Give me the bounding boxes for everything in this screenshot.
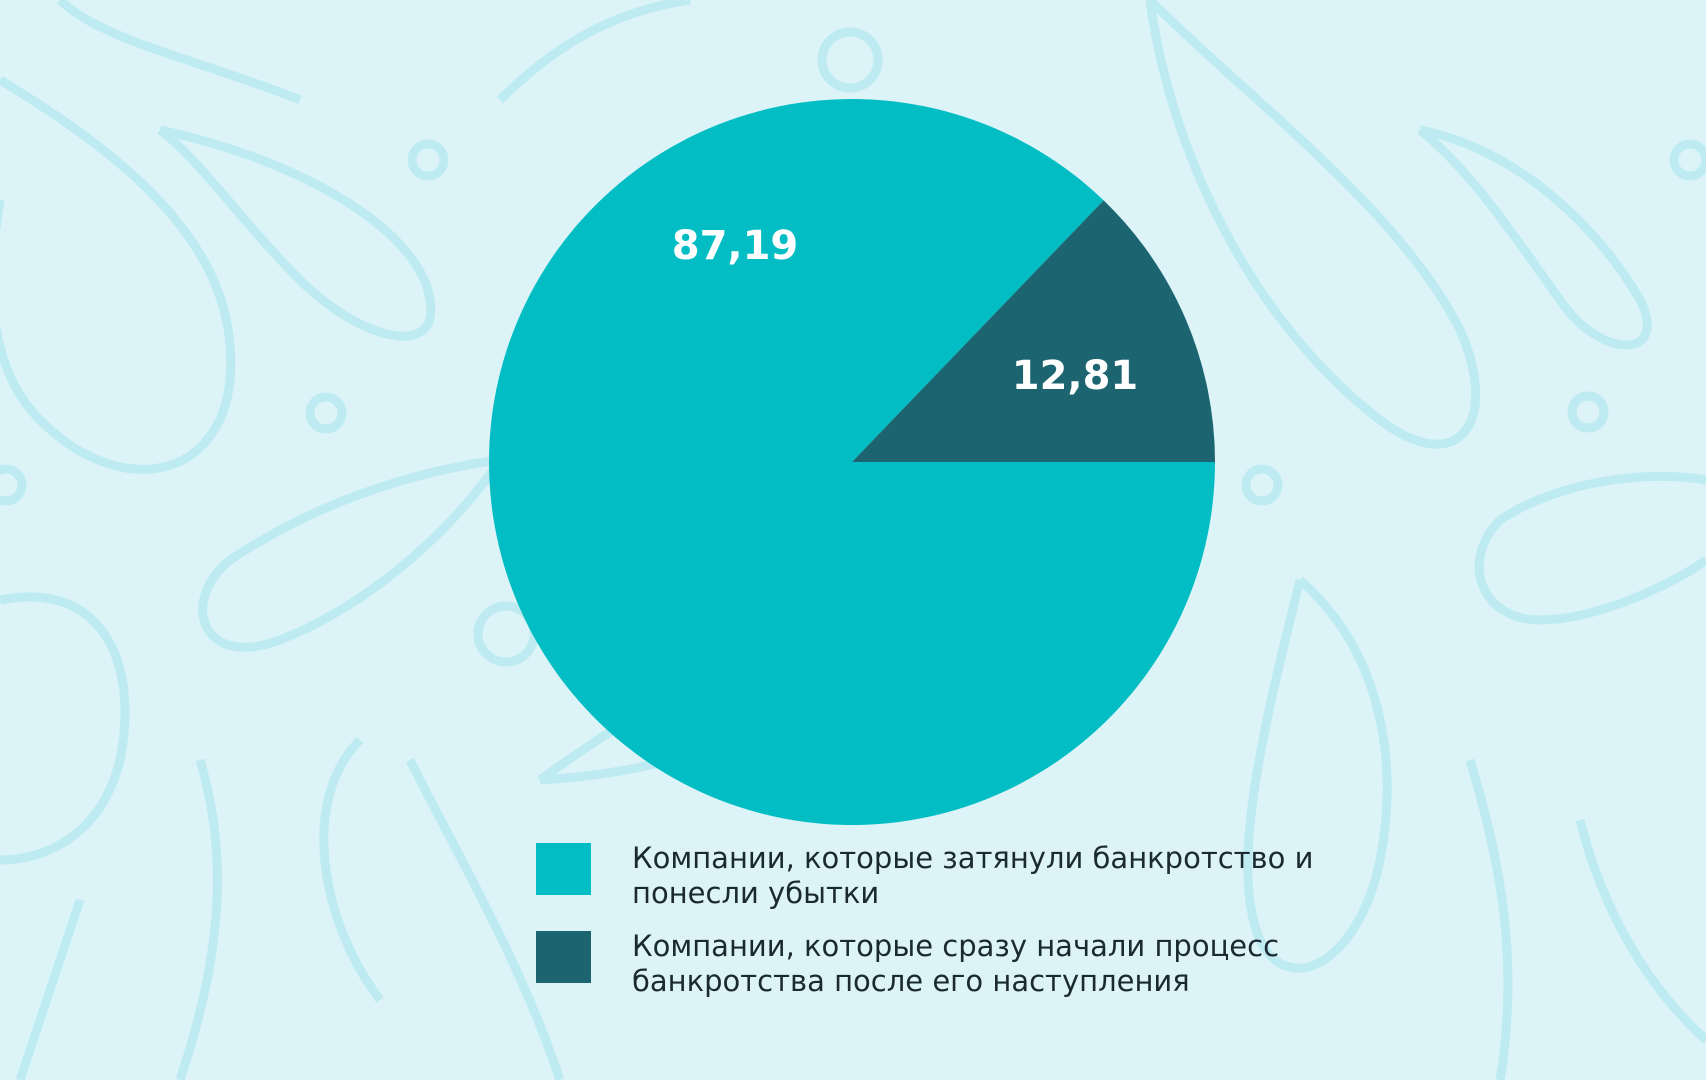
- pie-slice: [489, 98, 1215, 825]
- legend-item: Компании, которые сразу начали процесс б…: [536, 929, 1322, 999]
- legend-label: Компании, которые затянули банкротство и…: [632, 841, 1314, 910]
- value-label: 12,81: [1012, 353, 1139, 399]
- pie: 87,19 12,81: [489, 98, 1215, 825]
- legend-item: Компании, которые затянули банкротство и…: [536, 841, 1322, 911]
- value-label: 87,19: [672, 223, 799, 269]
- legend-swatch: [536, 843, 591, 895]
- pie-slice: [852, 200, 1215, 462]
- legend-label: Компании, которые сразу начали процесс б…: [632, 929, 1280, 998]
- legend-swatch: [536, 931, 591, 983]
